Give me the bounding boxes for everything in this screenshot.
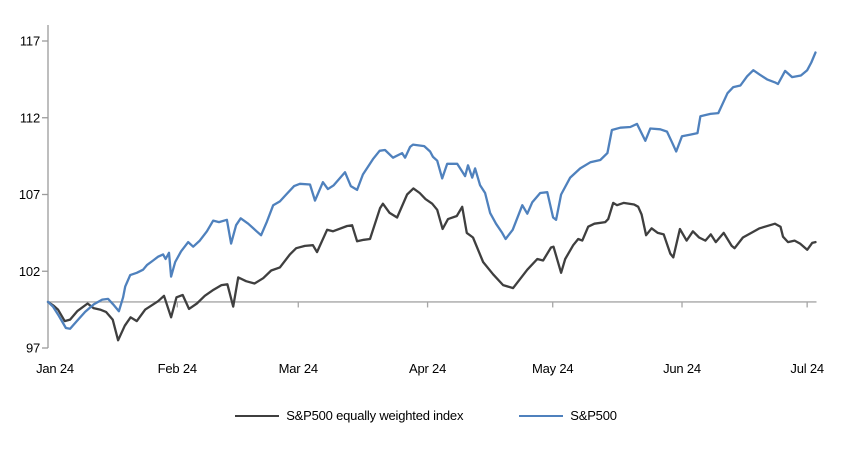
legend-item-sp500: S&P500: [519, 408, 617, 423]
y-axis-tick-label: 107: [19, 187, 40, 202]
x-axis-tick-label: Jun 24: [663, 361, 701, 376]
y-axis-tick-label: 102: [19, 264, 40, 279]
legend-label-equal-weight: S&P500 equally weighted index: [286, 408, 464, 423]
y-axis-tick-label: 117: [20, 34, 40, 49]
x-axis-tick-label: Jul 24: [790, 361, 824, 376]
y-axis-tick-label: 112: [20, 110, 40, 125]
legend-swatch-equal-weight: [235, 414, 280, 417]
series-line-sp500-equal-weight: [46, 187, 817, 342]
x-axis-tick-label: Apr 24: [409, 361, 446, 376]
chart-legend: S&P500 equally weighted index S&P500: [0, 408, 852, 423]
y-axis-tick-label: 97: [26, 341, 40, 356]
series-line-sp500: [46, 51, 817, 330]
x-axis-tick-label: Feb 24: [158, 361, 197, 376]
x-axis-tick-label: May 24: [532, 361, 573, 376]
legend-label-sp500: S&P500: [570, 408, 617, 423]
x-axis-tick-label: Mar 24: [279, 361, 318, 376]
legend-swatch-sp500: [519, 414, 564, 417]
legend-item-equal-weight: S&P500 equally weighted index: [235, 408, 463, 423]
x-axis-tick-label: Jan 24: [36, 361, 74, 376]
line-chart: 97 102 107 112 117 Jan 24 Feb 24 Mar 24 Apr 24 Ma…: [19, 25, 824, 376]
